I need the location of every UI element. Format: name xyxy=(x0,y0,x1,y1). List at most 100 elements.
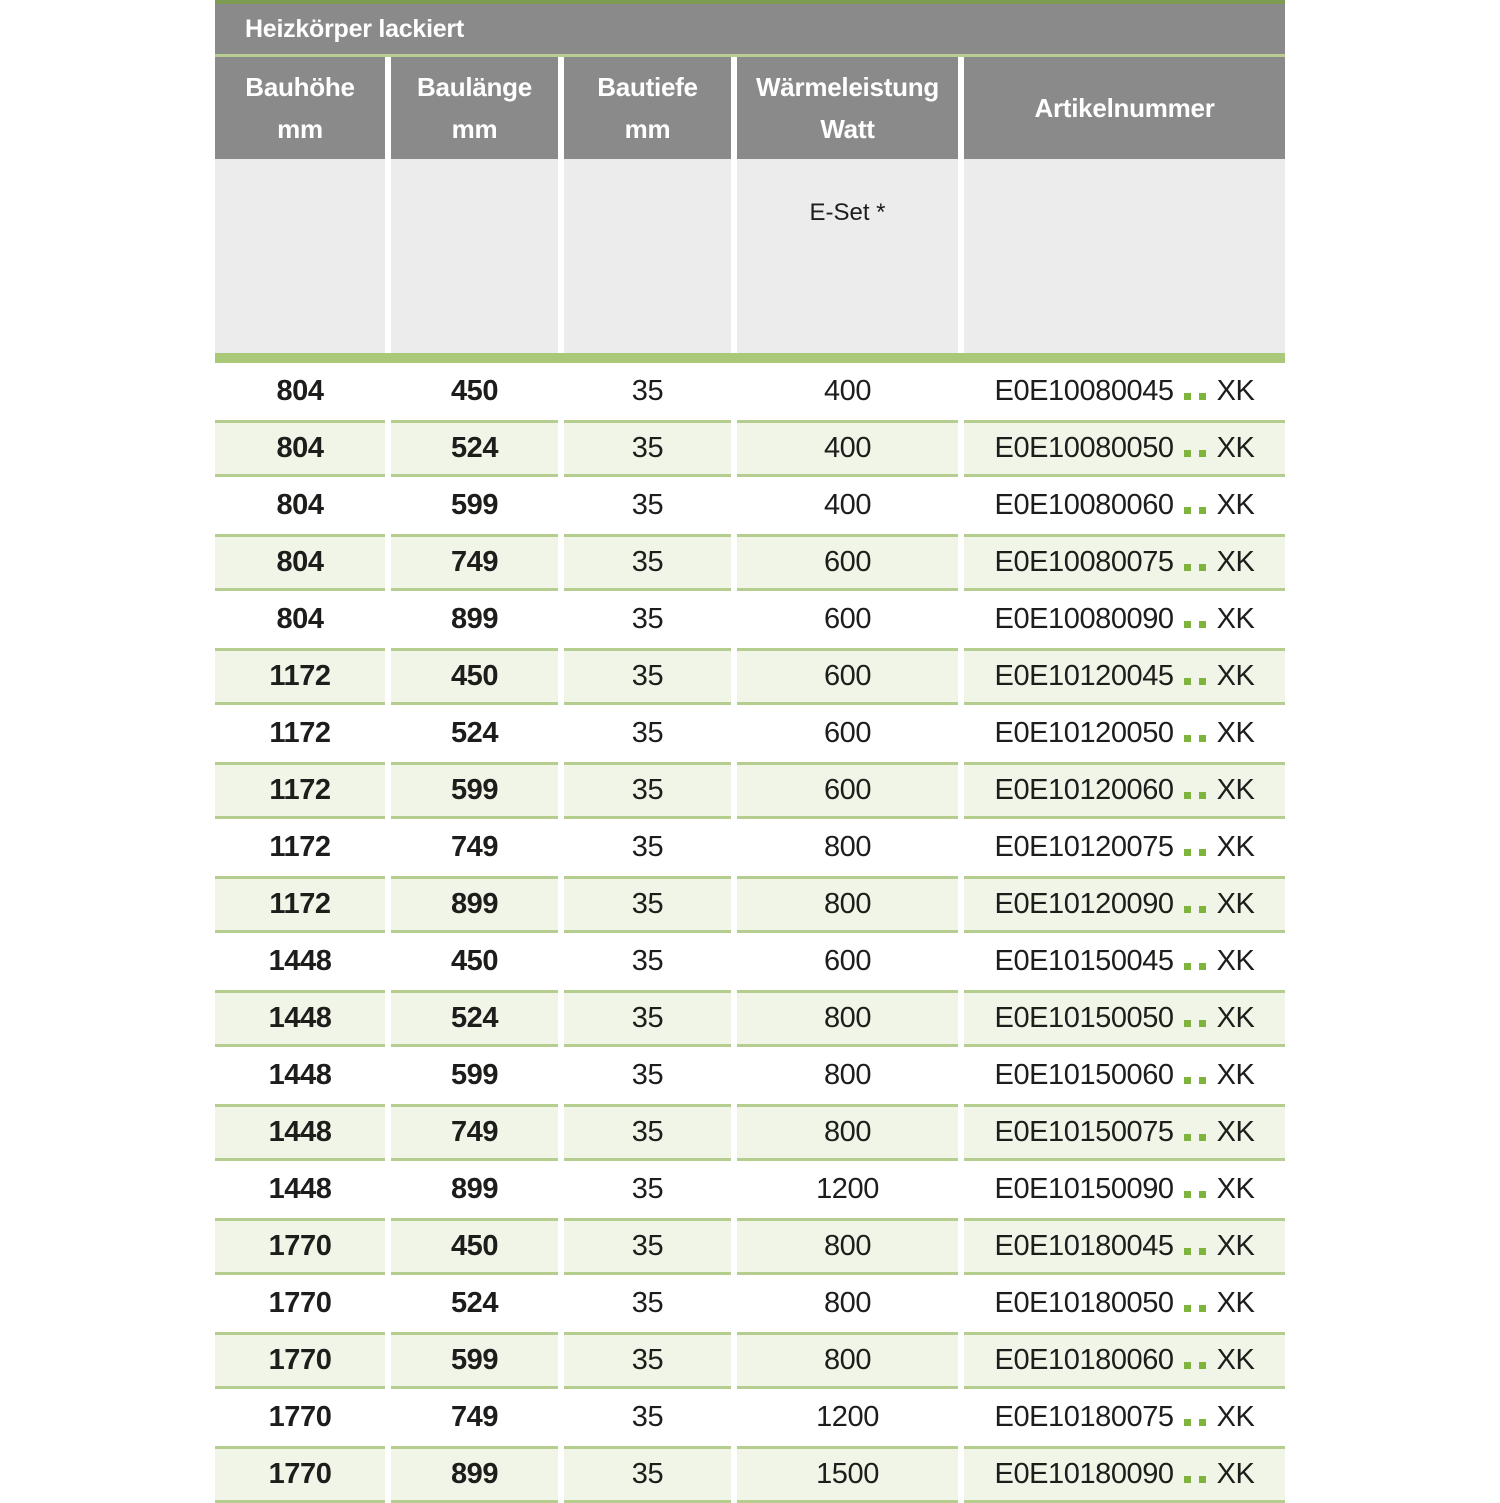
cell-bauhoehe: 1448 xyxy=(215,990,385,1047)
table-row: 1770 899 35 1500 E0E10180090 XK xyxy=(215,1446,1285,1503)
artikel-code: E0E10120050 xyxy=(994,717,1174,749)
artikel-placeholder-dots xyxy=(1183,953,1206,970)
cell-artikelnummer: E0E10180075 XK xyxy=(964,1389,1285,1446)
cell-watt: 800 xyxy=(737,1218,958,1275)
cell-bauhoehe: 804 xyxy=(215,591,385,648)
column-header-bauhoehe: Bauhöhe mm xyxy=(215,57,385,159)
green-placeholder-dot-icon xyxy=(1183,1476,1191,1483)
column-header-label: Wärmeleistung xyxy=(756,72,939,102)
cell-bautiefe: 35 xyxy=(564,648,731,705)
column-header-unit: mm xyxy=(277,114,323,144)
table-title-band: Heizkörper lackiert xyxy=(215,4,1285,54)
artikel-suffix: XK xyxy=(1216,831,1255,863)
subheader-cell-baulaenge xyxy=(391,159,558,353)
artikel-suffix: XK xyxy=(1216,432,1255,464)
cell-bauhoehe: 1770 xyxy=(215,1218,385,1275)
cell-bauhoehe: 1172 xyxy=(215,648,385,705)
artikel-placeholder-dots xyxy=(1183,1466,1206,1483)
cell-bauhoehe: 1448 xyxy=(215,933,385,990)
cell-baulaenge: 450 xyxy=(391,648,558,705)
cell-watt: 600 xyxy=(737,591,958,648)
cell-baulaenge: 749 xyxy=(391,1389,558,1446)
artikel-placeholder-dots xyxy=(1183,1409,1206,1426)
cell-baulaenge: 450 xyxy=(391,363,558,420)
table-row: 1172 899 35 800 E0E10120090 XK xyxy=(215,876,1285,933)
artikel-code: E0E10120045 xyxy=(994,660,1174,692)
green-placeholder-dot-icon xyxy=(1183,849,1191,856)
cell-bauhoehe: 804 xyxy=(215,363,385,420)
cell-watt: 800 xyxy=(737,1332,958,1389)
green-placeholder-dot-icon xyxy=(1183,393,1191,400)
artikel-placeholder-dots xyxy=(1183,383,1206,400)
green-placeholder-dot-icon xyxy=(1198,735,1206,742)
artikel-code: E0E10080075 xyxy=(994,546,1174,578)
green-placeholder-dot-icon xyxy=(1183,450,1191,457)
cell-watt: 800 xyxy=(737,819,958,876)
cell-artikelnummer: E0E10080060 XK xyxy=(964,477,1285,534)
cell-bauhoehe: 804 xyxy=(215,477,385,534)
cell-watt: 600 xyxy=(737,705,958,762)
green-placeholder-dot-icon xyxy=(1183,621,1191,628)
artikel-code: E0E10180090 xyxy=(994,1458,1174,1490)
cell-watt: 800 xyxy=(737,1275,958,1332)
title-underline xyxy=(215,54,1285,57)
artikel-code: E0E10120060 xyxy=(994,774,1174,806)
cell-bauhoehe: 1448 xyxy=(215,1047,385,1104)
cell-baulaenge: 599 xyxy=(391,1047,558,1104)
green-placeholder-dot-icon xyxy=(1198,450,1206,457)
cell-bauhoehe: 1172 xyxy=(215,819,385,876)
subheader-cell-waermeleistung: E-Set * xyxy=(737,159,958,353)
cell-bautiefe: 35 xyxy=(564,591,731,648)
subheader-cell-artikelnummer xyxy=(964,159,1285,353)
artikel-suffix: XK xyxy=(1216,717,1255,749)
cell-watt: 400 xyxy=(737,420,958,477)
artikel-placeholder-dots xyxy=(1183,554,1206,571)
product-spec-table: Heizkörper lackiert Bauhöhe mm Baulänge … xyxy=(215,0,1285,1503)
green-placeholder-dot-icon xyxy=(1198,1077,1206,1084)
cell-artikelnummer: E0E10120060 XK xyxy=(964,762,1285,819)
green-placeholder-dot-icon xyxy=(1183,1248,1191,1255)
artikel-suffix: XK xyxy=(1216,1116,1255,1148)
cell-baulaenge: 899 xyxy=(391,1446,558,1503)
green-placeholder-dot-icon xyxy=(1198,1305,1206,1312)
artikel-suffix: XK xyxy=(1216,774,1255,806)
subheader-row: E-Set * xyxy=(215,159,1285,353)
artikel-placeholder-dots xyxy=(1183,725,1206,742)
artikel-suffix: XK xyxy=(1216,1344,1255,1376)
artikel-placeholder-dots xyxy=(1183,1124,1206,1141)
column-header-unit: Watt xyxy=(820,114,875,144)
green-placeholder-dot-icon xyxy=(1198,1248,1206,1255)
artikel-placeholder-dots xyxy=(1183,782,1206,799)
cell-artikelnummer: E0E10150045 XK xyxy=(964,933,1285,990)
cell-bautiefe: 35 xyxy=(564,1218,731,1275)
column-header-bautiefe: Bautiefe mm xyxy=(564,57,731,159)
table-row: 804 749 35 600 E0E10080075 XK xyxy=(215,534,1285,591)
cell-baulaenge: 450 xyxy=(391,933,558,990)
cell-artikelnummer: E0E10120090 XK xyxy=(964,876,1285,933)
cell-baulaenge: 899 xyxy=(391,1161,558,1218)
green-placeholder-dot-icon xyxy=(1198,906,1206,913)
green-placeholder-dot-icon xyxy=(1198,792,1206,799)
artikel-suffix: XK xyxy=(1216,603,1255,635)
cell-bauhoehe: 804 xyxy=(215,420,385,477)
table-row: 1770 599 35 800 E0E10180060 XK xyxy=(215,1332,1285,1389)
cell-watt: 800 xyxy=(737,990,958,1047)
cell-watt: 1500 xyxy=(737,1446,958,1503)
cell-baulaenge: 899 xyxy=(391,876,558,933)
table-row: 804 899 35 600 E0E10080090 XK xyxy=(215,591,1285,648)
artikel-placeholder-dots xyxy=(1183,1181,1206,1198)
green-placeholder-dot-icon xyxy=(1183,735,1191,742)
header-separator-bar xyxy=(215,353,1285,363)
artikel-suffix: XK xyxy=(1216,1059,1255,1091)
cell-watt: 800 xyxy=(737,1047,958,1104)
artikel-suffix: XK xyxy=(1216,1401,1255,1433)
eset-note: E-Set * xyxy=(809,199,886,226)
cell-bautiefe: 35 xyxy=(564,876,731,933)
artikel-code: E0E10080090 xyxy=(994,603,1174,635)
artikel-code: E0E10080045 xyxy=(994,375,1174,407)
cell-baulaenge: 524 xyxy=(391,990,558,1047)
header-row: Bauhöhe mm Baulänge mm Bautiefe mm Wärme… xyxy=(215,57,1285,159)
cell-bautiefe: 35 xyxy=(564,1446,731,1503)
column-header-artikelnummer: Artikelnummer xyxy=(964,57,1285,159)
green-placeholder-dot-icon xyxy=(1198,621,1206,628)
